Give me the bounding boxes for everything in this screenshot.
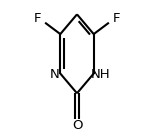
Text: F: F <box>113 12 120 25</box>
Text: NH: NH <box>91 68 110 81</box>
Text: F: F <box>34 12 41 25</box>
Text: N: N <box>50 68 59 81</box>
Text: O: O <box>72 119 82 132</box>
